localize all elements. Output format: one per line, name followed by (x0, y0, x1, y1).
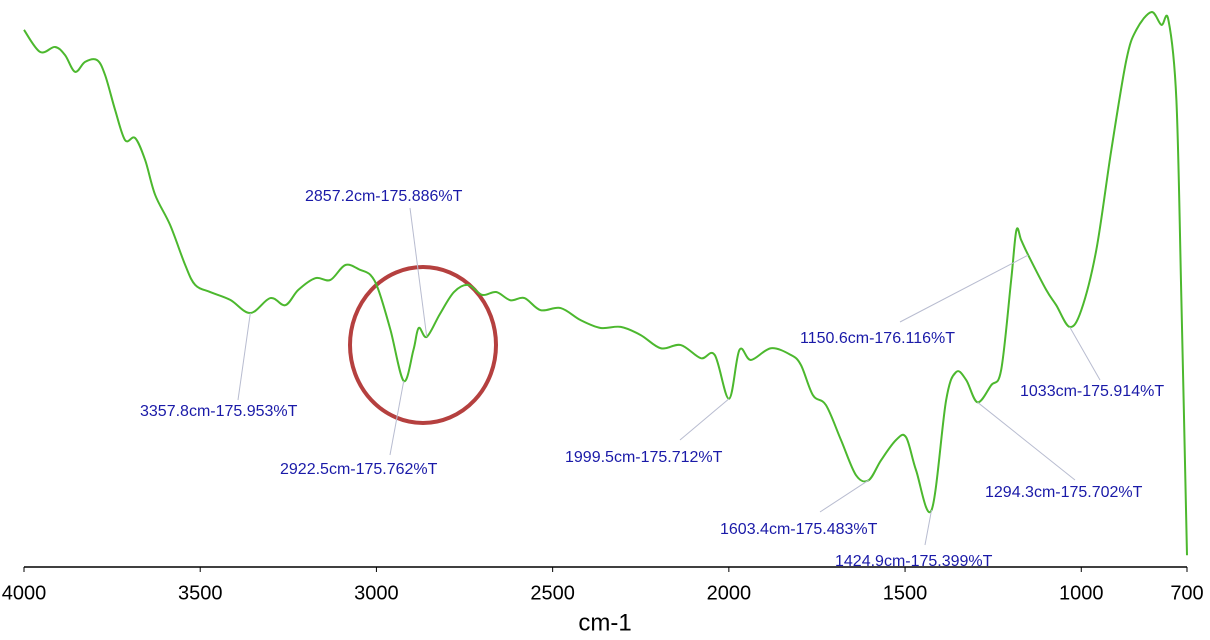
peak-label: 3357.8cm-175.953%T (140, 403, 298, 420)
peak-leader (237, 312, 251, 401)
peak-label: 2922.5cm-175.762%T (280, 461, 438, 478)
peak-leader (924, 509, 933, 546)
x-tick-label: 4000 (2, 582, 47, 604)
peak-leader (389, 380, 405, 456)
peak-leader (1069, 326, 1101, 381)
x-tick-label: 700 (1170, 582, 1203, 604)
x-tick-label: 1000 (1059, 582, 1104, 604)
peak-label: 2857.2cm-175.886%T (305, 188, 463, 205)
peak-label: 1424.9cm-175.399%T (835, 553, 993, 570)
x-tick-label: 1500 (883, 582, 928, 604)
spectrum-line (23, 11, 1188, 556)
peak-label: 1150.6cm-176.116%T (800, 330, 955, 347)
highlight-circle (348, 265, 498, 425)
peak-leader (409, 207, 428, 337)
x-axis-label: cm-1 (578, 609, 631, 636)
peak-label: 1603.4cm-175.483%T (720, 521, 878, 538)
peak-leader (679, 398, 730, 441)
x-tick-label: 2500 (530, 582, 575, 604)
peak-label: 1033cm-175.914%T (1020, 383, 1164, 400)
peak-leader (977, 401, 1076, 481)
peak-label: 1999.5cm-175.712%T (565, 449, 723, 466)
x-tick-label: 3500 (178, 582, 223, 604)
x-tick-label: 2000 (707, 582, 752, 604)
x-tick-label: 3000 (354, 582, 399, 604)
peak-label: 1294.3cm-175.702%T (985, 484, 1143, 501)
peak-leader (899, 254, 1029, 323)
peak-leader (819, 479, 869, 513)
